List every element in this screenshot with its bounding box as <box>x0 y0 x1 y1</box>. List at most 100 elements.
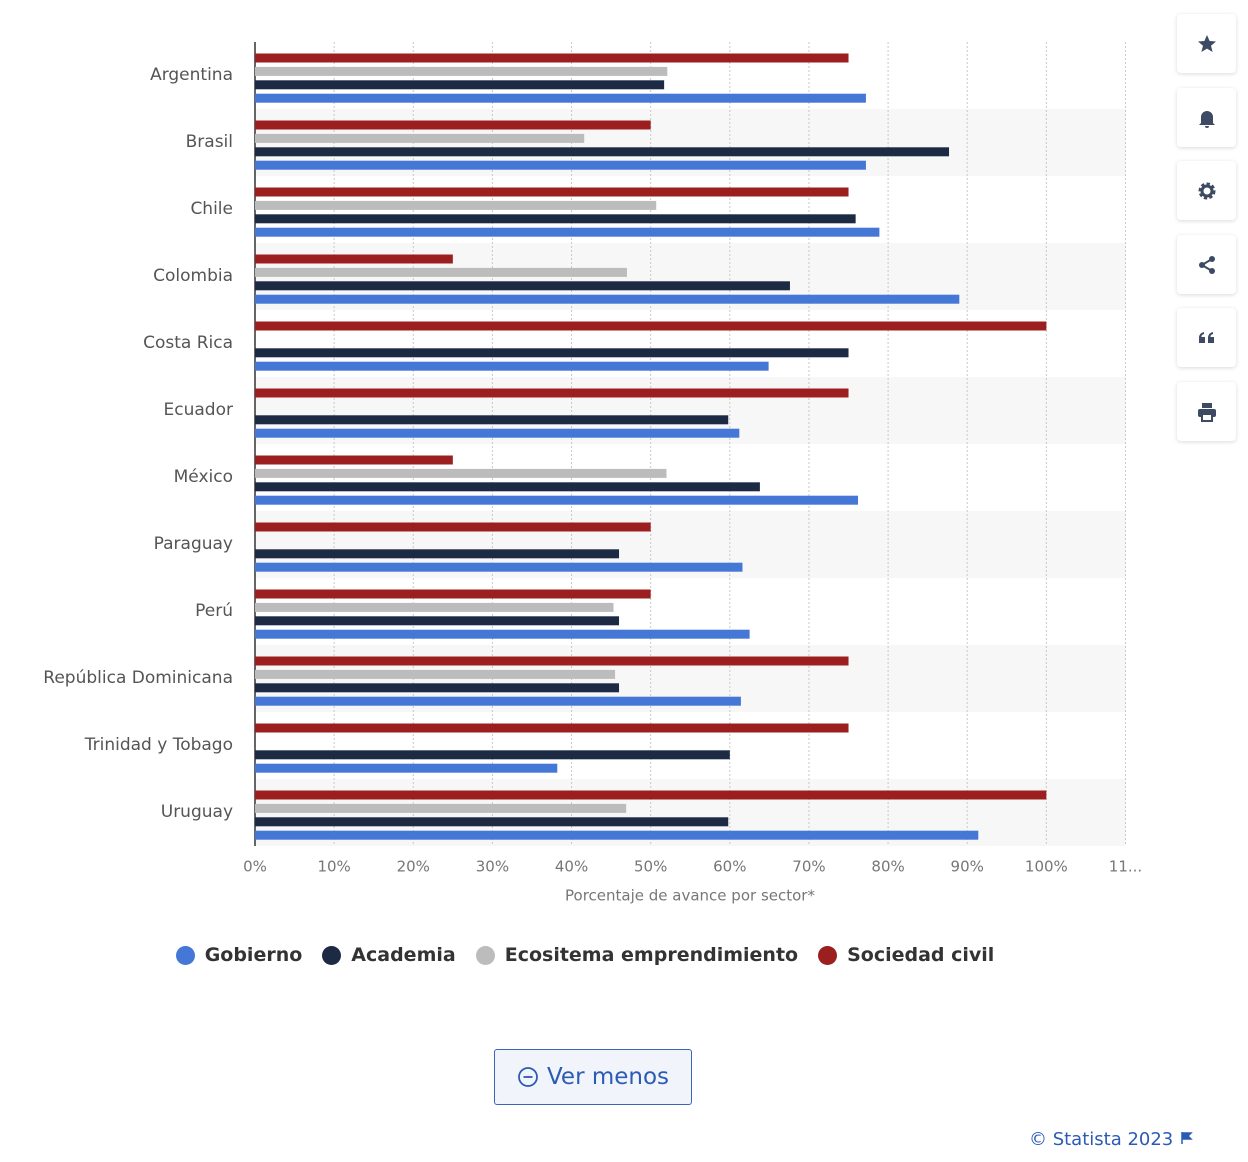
y-tick-label: República Dominicana <box>43 668 233 688</box>
bar <box>255 214 856 224</box>
settings-button[interactable] <box>1177 161 1236 220</box>
bar <box>255 522 651 532</box>
x-tick-label: 40% <box>555 858 588 876</box>
y-tick-label: Costa Rica <box>143 333 233 353</box>
x-tick-label: 30% <box>476 858 509 876</box>
alert-button[interactable] <box>1177 88 1236 147</box>
legend-marker <box>475 945 495 965</box>
bar <box>255 629 750 639</box>
y-tick-label: Colombia <box>153 266 233 286</box>
legend-label: Academia <box>351 944 456 966</box>
bar <box>255 93 866 103</box>
bar <box>255 321 1047 331</box>
bar <box>255 120 651 130</box>
bar <box>255 348 849 358</box>
x-tick-label: 20% <box>397 858 430 876</box>
y-tick-label: Ecuador <box>164 400 233 420</box>
legend-label: Sociedad civil <box>847 944 995 966</box>
y-tick-label: Perú <box>195 601 233 621</box>
bar <box>255 455 453 465</box>
bar <box>255 830 979 840</box>
bar <box>255 803 627 813</box>
credit-text: © Statista 2023 <box>1028 1129 1174 1150</box>
bar <box>255 696 741 706</box>
bar <box>255 415 729 425</box>
bell-icon <box>1198 110 1215 128</box>
bar <box>255 495 859 505</box>
bar <box>255 428 740 438</box>
y-tick-label: Uruguay <box>161 802 233 822</box>
y-tick-label: Argentina <box>150 65 233 85</box>
x-tick-label: 90% <box>951 858 984 876</box>
bar <box>255 361 769 371</box>
bar <box>255 66 668 76</box>
legend-item[interactable]: Academia <box>322 944 456 966</box>
star-icon <box>1197 34 1216 52</box>
share-icon <box>1198 255 1215 274</box>
x-tick-label: 100% <box>1025 858 1068 876</box>
bar <box>255 294 960 304</box>
x-tick-label: 0% <box>243 858 267 876</box>
share-button[interactable] <box>1177 235 1236 294</box>
legend-item[interactable]: Sociedad civil <box>818 944 994 966</box>
bar <box>255 187 849 197</box>
bar <box>255 388 849 398</box>
x-tick-label: 80% <box>871 858 904 876</box>
bar <box>255 616 620 626</box>
print-button[interactable] <box>1177 382 1236 441</box>
bar <box>255 254 453 264</box>
legend-item[interactable]: Gobierno <box>175 944 303 966</box>
credit[interactable]: © Statista 2023 <box>1029 1129 1193 1150</box>
bar <box>255 281 790 291</box>
bar <box>255 669 616 679</box>
x-axis-title: Porcentaje de avance por sector* <box>565 887 815 905</box>
bar <box>255 549 620 559</box>
x-tick-label: 70% <box>792 858 825 876</box>
gear-icon <box>1198 182 1215 199</box>
bar <box>255 589 651 599</box>
bar <box>255 227 880 237</box>
y-tick-label: Chile <box>190 199 233 219</box>
bar <box>255 267 627 277</box>
y-tick-label: Paraguay <box>154 534 233 554</box>
legend-label: Ecositema emprendimiento <box>504 944 799 966</box>
y-tick-label: Brasil <box>186 132 233 152</box>
minus-icon <box>518 1067 538 1087</box>
bar <box>255 790 1047 800</box>
quote-icon <box>1198 331 1214 343</box>
bar <box>255 482 760 492</box>
x-tick-label: 60% <box>713 858 746 876</box>
button-label: Ver menos <box>546 1064 670 1090</box>
cite-button[interactable] <box>1177 308 1236 367</box>
bar <box>255 683 620 693</box>
y-tick-label: Trinidad y Tobago <box>84 735 233 755</box>
x-tick-label: 10% <box>317 858 350 876</box>
bar <box>255 763 558 773</box>
legend: Gobierno Academia Ecositema emprendimiento… <box>0 944 1170 966</box>
bar <box>255 602 614 612</box>
bar <box>255 53 849 63</box>
bar <box>255 656 849 666</box>
x-tick-label: 50% <box>634 858 667 876</box>
bar <box>255 817 729 827</box>
bar <box>255 468 667 478</box>
y-tick-label: México <box>174 467 233 487</box>
legend-marker <box>175 945 195 965</box>
flag-icon <box>1181 1132 1193 1144</box>
legend-label: Gobierno <box>204 944 303 966</box>
bar <box>255 160 866 170</box>
bar <box>255 133 585 143</box>
chart: Porcentaje de avance por sector* 0% 10% 20… <box>43 42 1142 905</box>
legend-item[interactable]: Ecositema emprendimiento <box>475 944 799 966</box>
toggle-button[interactable]: Ver menos <box>494 1049 692 1105</box>
bar <box>255 200 657 210</box>
legend-marker <box>818 945 838 965</box>
x-tick-label: 11... <box>1109 858 1142 876</box>
bar <box>255 147 950 157</box>
bar <box>255 562 743 572</box>
bar <box>255 750 730 760</box>
favorite-button[interactable] <box>1177 14 1236 73</box>
bar <box>255 80 665 90</box>
bar <box>255 723 849 733</box>
